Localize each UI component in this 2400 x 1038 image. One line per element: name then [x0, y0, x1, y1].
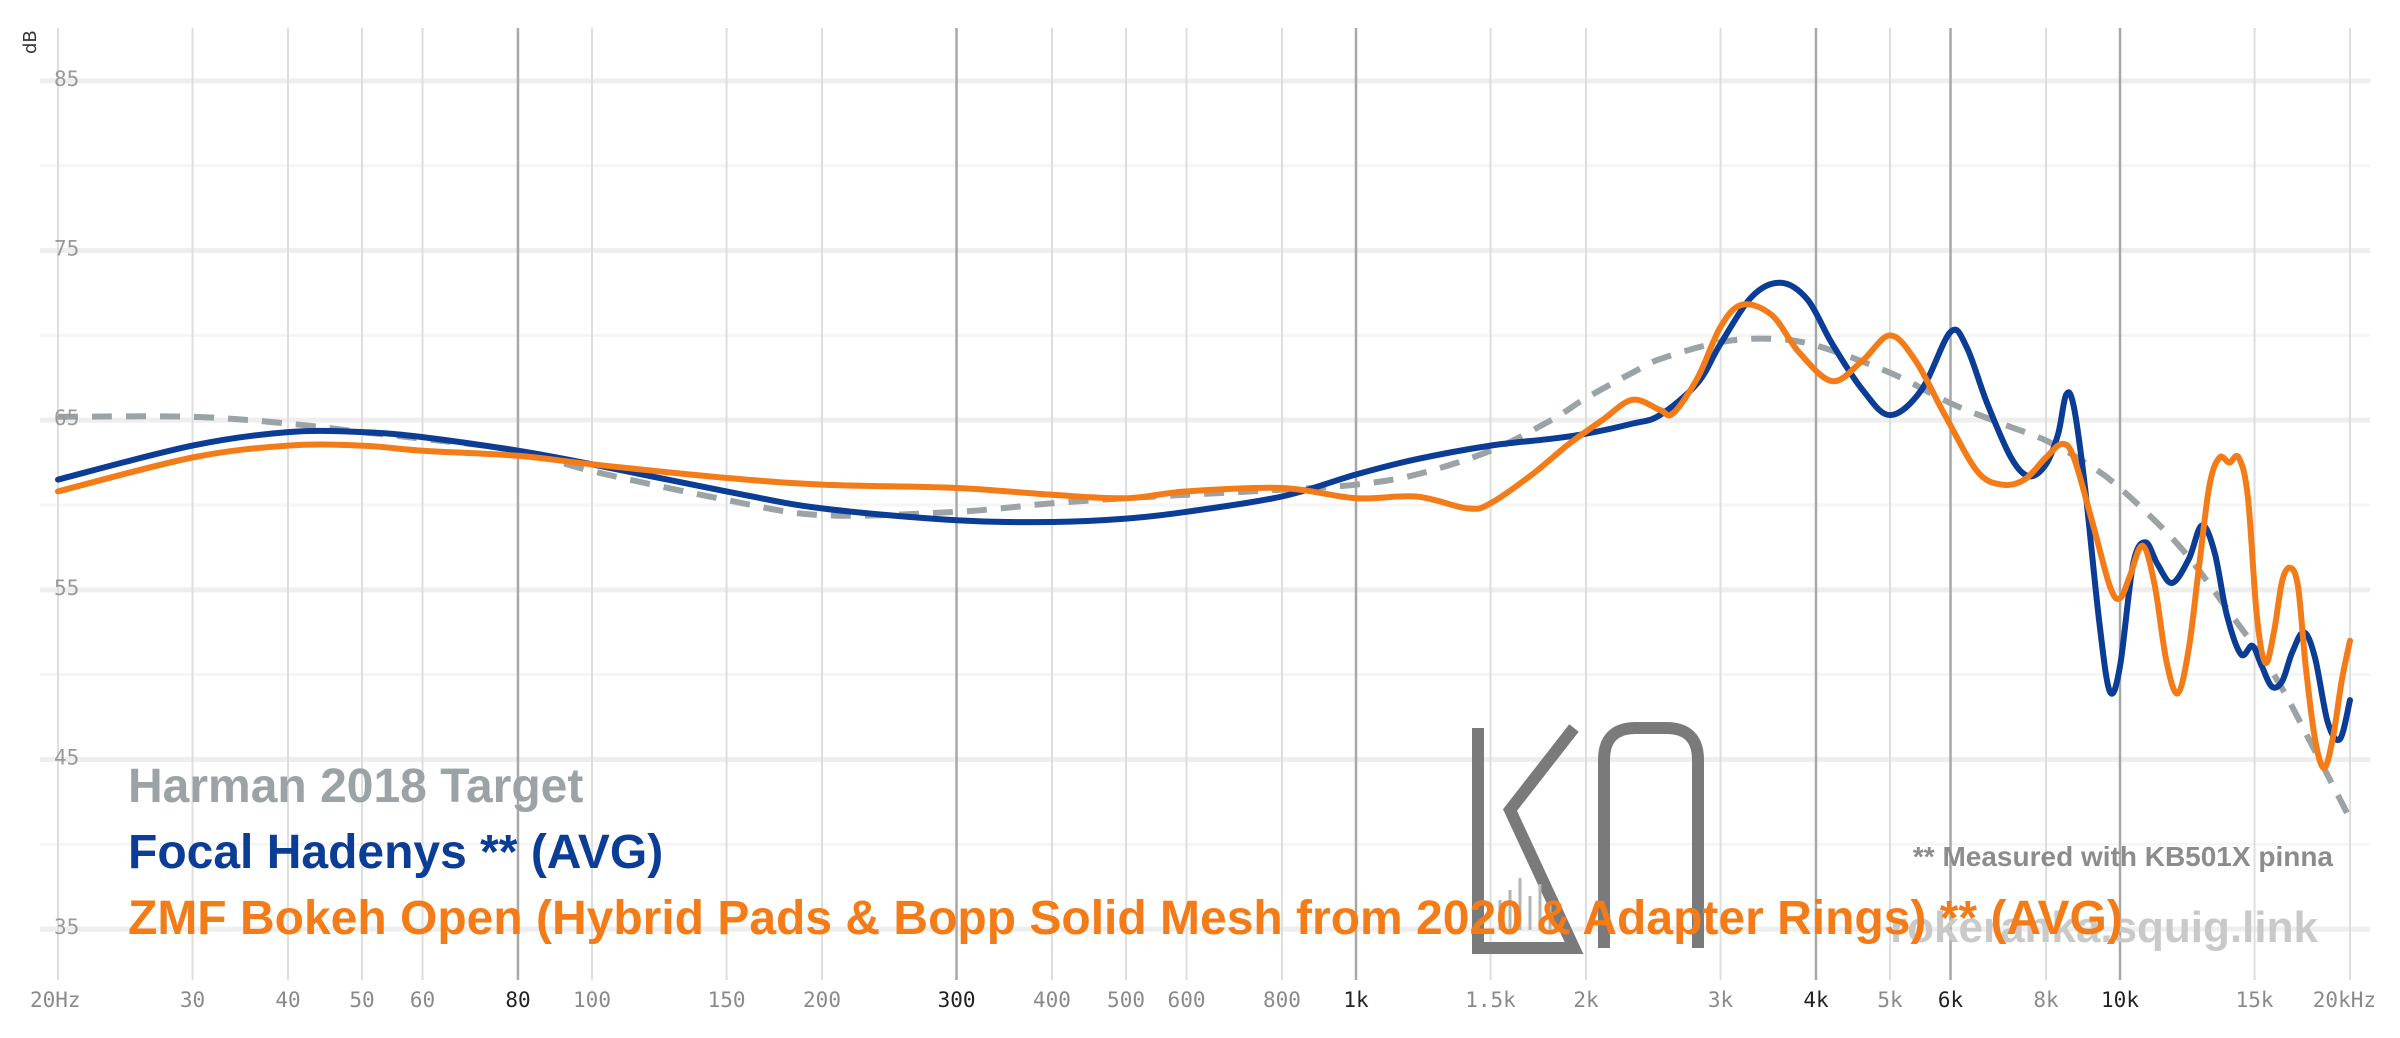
curves: [55, 279, 2353, 821]
focal-hadenys-curve: [55, 279, 2353, 743]
x-tick-label: 6k: [1938, 988, 1964, 1012]
x-tick-label: 20kHz: [2313, 988, 2376, 1012]
x-tick-label: 4k: [1803, 988, 1829, 1012]
x-tick-label: 200: [803, 988, 841, 1012]
legend-target: Harman 2018 Target: [128, 760, 583, 813]
x-tick-label: 8k: [2033, 988, 2059, 1012]
legend-focal-hadenys: Focal Hadenys ** (AVG): [128, 826, 663, 879]
x-tick-label: 30: [180, 988, 205, 1012]
x-tick-label: 60: [410, 988, 435, 1012]
x-tick-label: 300: [938, 988, 976, 1012]
x-tick-label: 600: [1168, 988, 1206, 1012]
y-tick-label: 35: [54, 915, 79, 939]
x-tick-label: 2k: [1573, 988, 1599, 1012]
y-axis-unit: dB: [20, 30, 41, 54]
y-tick-label: 75: [54, 237, 79, 261]
x-tick-label: 150: [708, 988, 746, 1012]
x-tick-label: 1k: [1343, 988, 1369, 1012]
y-tick-label: 55: [54, 576, 79, 600]
legend-zmf-bokeh: ZMF Bokeh Open (Hybrid Pads & Bopp Solid…: [128, 892, 2123, 945]
x-tick-label: 100: [573, 988, 611, 1012]
x-tick-label: 5k: [1877, 988, 1903, 1012]
x-tick-label: 1.5k: [1465, 988, 1516, 1012]
x-tick-label: 3k: [1708, 988, 1734, 1012]
x-tick-label: 80: [505, 988, 530, 1012]
x-tick-label: 800: [1263, 988, 1301, 1012]
watermark-site: rokeranka.squig.link: [1890, 903, 2318, 952]
y-gridlines: [40, 78, 2370, 932]
x-tick-labels: 20Hz 30 40 50 60 80 100 150 200 300 400 500 600 800 1k…: [30, 988, 2376, 1012]
y-tick-label: 45: [54, 745, 79, 769]
x-tick-label: 400: [1033, 988, 1071, 1012]
x-tick-label: 500: [1107, 988, 1145, 1012]
zmf-bokeh-curve: [55, 301, 2353, 771]
x-tick-label: 10k: [2101, 988, 2139, 1012]
x-tick-label: 40: [275, 988, 300, 1012]
x-tick-label: 20Hz: [30, 988, 81, 1012]
y-tick-label: 65: [54, 406, 79, 430]
legend: Harman 2018 Target Focal Hadenys ** (AVG)…: [128, 760, 2123, 945]
x-gridlines: [57, 28, 2351, 980]
y-tick-label: 85: [54, 67, 79, 91]
x-tick-label: 15k: [2236, 988, 2274, 1012]
x-tick-label: 50: [349, 988, 374, 1012]
measurement-note: ** Measured with KB501X pinna: [1913, 841, 2334, 872]
watermark-logo: [1472, 722, 1704, 954]
target-curve: [57, 335, 2353, 821]
y-tick-labels: 85 75 65 55 45 35: [54, 67, 79, 939]
